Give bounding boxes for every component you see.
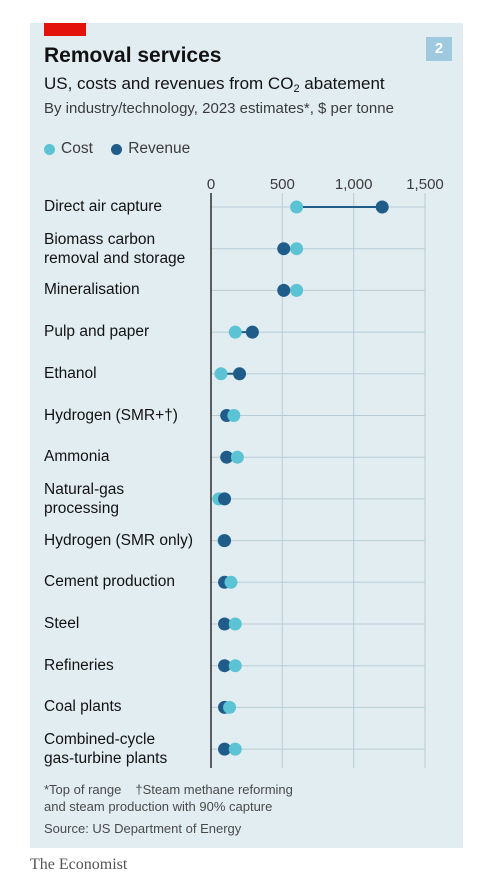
chart-description: By industry/technology, 2023 estimates*,… bbox=[44, 100, 394, 117]
source-note: Source: US Department of Energy bbox=[44, 821, 242, 836]
chart-subtitle: US, costs and revenues from CO2 abatemen… bbox=[44, 74, 385, 95]
category-label: Cement production bbox=[44, 573, 175, 591]
category-label: Hydrogen (SMR+†) bbox=[44, 406, 178, 424]
revenue-dot bbox=[375, 200, 389, 214]
legend-label-revenue: Revenue bbox=[128, 140, 191, 157]
cost-dot bbox=[224, 575, 238, 589]
revenue-dot bbox=[277, 283, 291, 297]
cost-dot bbox=[228, 659, 242, 673]
category-label: Steel bbox=[44, 615, 80, 632]
category-label: Natural-gas processing bbox=[44, 480, 125, 517]
revenue-dot bbox=[277, 242, 291, 256]
category-label: Pulp and paper bbox=[44, 323, 150, 341]
cost-dot-icon bbox=[44, 143, 55, 155]
revenue-dot bbox=[218, 617, 232, 631]
revenue-dot bbox=[218, 659, 232, 673]
x-tick-label: 500 bbox=[270, 176, 295, 193]
category-label: Direct air capture bbox=[44, 198, 163, 215]
footnote-top-of-range: *Top of range bbox=[44, 782, 122, 797]
category-label: Combined-cycle gas-turbine plants bbox=[44, 731, 168, 768]
cost-dot bbox=[228, 325, 242, 339]
category-label: Ammonia bbox=[44, 448, 110, 466]
chart-panel bbox=[30, 23, 463, 848]
legend: Cost Revenue bbox=[44, 140, 204, 160]
cost-dot bbox=[228, 617, 242, 631]
revenue-dot-icon bbox=[111, 143, 123, 155]
legend-label-cost: Cost bbox=[61, 140, 93, 157]
legend-item-revenue: Revenue bbox=[111, 140, 190, 158]
subtitle-text: US, costs and revenues from CO bbox=[44, 74, 294, 93]
x-tick-label: 0 bbox=[207, 176, 215, 193]
cost-dot bbox=[290, 242, 304, 256]
footnote-line-2: and steam production with 90% capture bbox=[44, 799, 273, 814]
revenue-dot bbox=[218, 742, 232, 756]
category-label: Coal plants bbox=[44, 698, 122, 716]
chart-title: Removal services bbox=[44, 44, 222, 67]
footnote-smr: †Steam methane reforming bbox=[135, 782, 293, 797]
revenue-dot bbox=[218, 534, 232, 548]
category-label: Ethanol bbox=[44, 364, 97, 382]
cost-dot bbox=[230, 450, 244, 464]
cost-dot bbox=[290, 283, 304, 297]
x-tick-label: 1,000 bbox=[335, 176, 373, 193]
cost-dot bbox=[227, 409, 241, 422]
revenue-dot bbox=[220, 450, 234, 464]
cost-dot bbox=[228, 742, 242, 756]
footnote: *Top of range †Steam methane reforming bbox=[44, 780, 293, 799]
chart-number-badge: 2 bbox=[426, 37, 452, 61]
revenue-dot bbox=[245, 325, 259, 339]
cost-dot bbox=[290, 200, 304, 214]
accent-bar bbox=[44, 23, 86, 36]
revenue-dot bbox=[218, 492, 232, 506]
subtitle-text-end: abatement bbox=[299, 74, 385, 93]
cost-dot bbox=[223, 700, 237, 714]
category-label: Hydrogen (SMR only) bbox=[44, 531, 194, 549]
category-label: Biomass carbon removal and storage bbox=[44, 230, 186, 267]
cost-dot bbox=[214, 367, 228, 381]
legend-item-cost: Cost bbox=[44, 140, 93, 158]
brand-logo: The Economist bbox=[30, 856, 128, 873]
subtitle-subscript: 2 bbox=[293, 83, 300, 95]
revenue-dot bbox=[233, 367, 247, 381]
x-tick-label: 1,500 bbox=[406, 176, 444, 193]
category-label: Refineries bbox=[44, 656, 114, 674]
category-label: Mineralisation bbox=[44, 281, 140, 299]
